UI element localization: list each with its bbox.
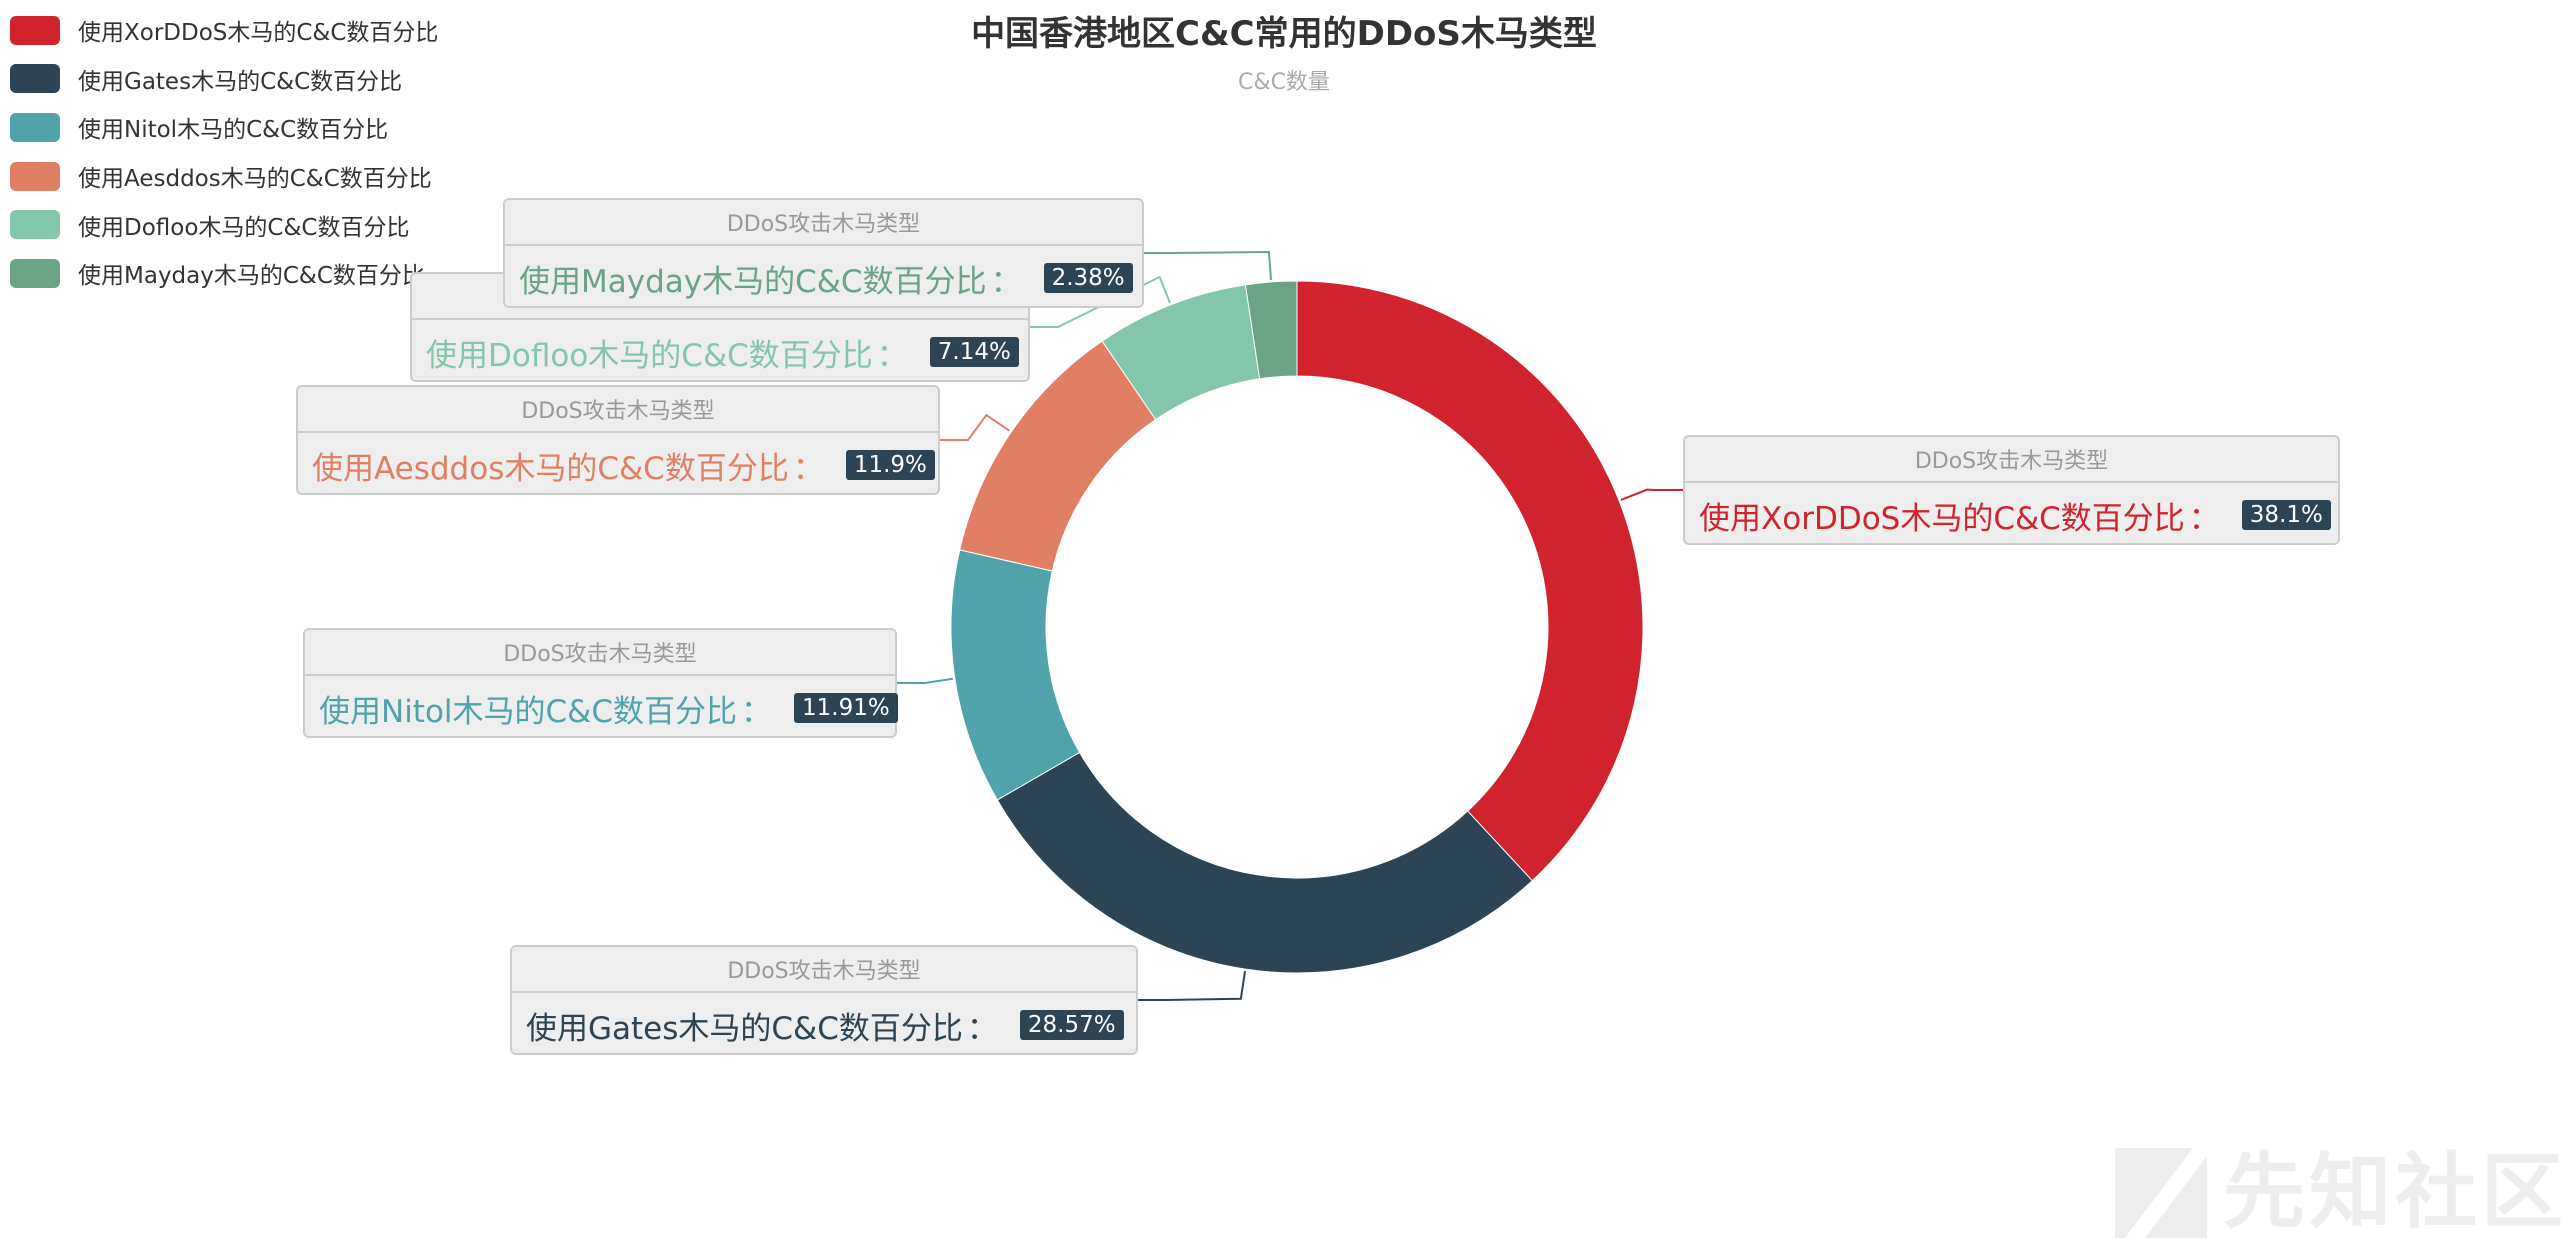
- callout-colon: ：: [876, 337, 908, 374]
- slice-mayday[interactable]: [1244, 280, 1298, 380]
- callout-colon: ：: [966, 1010, 998, 1047]
- callout-nitol: DDoS攻击木马类型 使用Nitol木马的C&C数百分比 ： 11.91%: [303, 628, 898, 738]
- slice-gates[interactable]: [996, 751, 1533, 974]
- callout-series-name: DDoS攻击木马类型: [505, 200, 1142, 246]
- callout-series-name: DDoS攻击木马类型: [305, 630, 895, 676]
- chart-title: 中国香港地区C&C常用的DDoS木马类型: [971, 14, 1597, 54]
- callout-slice-name: 使用Gates木马的C&C数百分比: [526, 1010, 963, 1047]
- leader-line-xorddos: [1620, 488, 1683, 501]
- legend-swatch: [10, 210, 60, 240]
- leader-line-mayday: [1144, 251, 1273, 281]
- leader-line-gates: [1138, 970, 1247, 1001]
- callout-colon: ：: [990, 263, 1022, 300]
- legend: 使用XorDDoS木马的C&C数百分比 使用Gates木马的C&C数百分比 使用…: [10, 6, 438, 298]
- callout-gates: DDoS攻击木马类型 使用Gates木马的C&C数百分比 ： 28.57%: [510, 945, 1138, 1055]
- callout-percent-badge: 11.91%: [794, 693, 898, 723]
- callout-percent-badge: 28.57%: [1019, 1010, 1124, 1040]
- slice-xorddos[interactable]: [1296, 280, 1644, 882]
- watermark-logo-icon: [2115, 1147, 2207, 1238]
- callout-percent-badge: 7.14%: [929, 337, 1019, 367]
- callout-colon: ：: [741, 693, 772, 730]
- legend-item-dofloo[interactable]: 使用Dofloo木马的C&C数百分比: [10, 200, 438, 249]
- legend-item-gates[interactable]: 使用Gates木马的C&C数百分比: [10, 55, 438, 104]
- legend-swatch: [10, 161, 60, 191]
- callout-percent-badge: 38.1%: [2241, 500, 2331, 530]
- legend-swatch: [10, 64, 60, 94]
- legend-label: 使用XorDDoS木马的C&C数百分比: [78, 20, 439, 47]
- legend-label: 使用Mayday木马的C&C数百分比: [78, 263, 425, 290]
- leader-line-aesddos: [940, 413, 1011, 441]
- callout-xorddos: DDoS攻击木马类型 使用XorDDoS木马的C&C数百分比 ： 38.1%: [1683, 435, 2340, 545]
- leader-line-nitol: [897, 677, 954, 684]
- legend-swatch: [10, 15, 60, 45]
- legend-label: 使用Nitol木马的C&C数百分比: [78, 117, 389, 144]
- legend-item-nitol[interactable]: 使用Nitol木马的C&C数百分比: [10, 103, 438, 152]
- callout-slice-name: 使用Dofloo木马的C&C数百分比: [426, 337, 873, 374]
- callout-series-name: DDoS攻击木马类型: [298, 387, 938, 433]
- legend-label: 使用Gates木马的C&C数百分比: [78, 68, 403, 95]
- callout-aesddos: DDoS攻击木马类型 使用Aesddos木马的C&C数百分比 ： 11.9%: [296, 385, 940, 495]
- callout-series-name: DDoS攻击木马类型: [1685, 437, 2338, 483]
- watermark-text: 先知社区: [2223, 1145, 2568, 1240]
- callout-slice-name: 使用XorDDoS木马的C&C数百分比: [1699, 500, 2185, 537]
- legend-label: 使用Aesddos木马的C&C数百分比: [78, 166, 432, 193]
- slice-nitol[interactable]: [950, 549, 1081, 801]
- callout-colon: ：: [2188, 500, 2220, 537]
- chart-subtitle: C&C数量: [1238, 70, 1330, 95]
- watermark: 先知社区: [2115, 1125, 2567, 1244]
- callout-mayday: DDoS攻击木马类型 使用Mayday木马的C&C数百分比 ： 2.38%: [503, 198, 1144, 308]
- callout-series-name: DDoS攻击木马类型: [512, 947, 1136, 993]
- callout-slice-name: 使用Nitol木马的C&C数百分比: [319, 693, 737, 730]
- legend-item-mayday[interactable]: 使用Mayday木马的C&C数百分比: [10, 249, 438, 298]
- callout-percent-badge: 2.38%: [1043, 263, 1133, 293]
- callout-percent-badge: 11.9%: [845, 450, 935, 480]
- legend-item-aesddos[interactable]: 使用Aesddos木马的C&C数百分比: [10, 152, 438, 201]
- legend-item-xorddos[interactable]: 使用XorDDoS木马的C&C数百分比: [10, 6, 438, 55]
- callout-slice-name: 使用Mayday木马的C&C数百分比: [519, 263, 987, 300]
- legend-swatch: [10, 112, 60, 142]
- callout-colon: ：: [792, 450, 824, 487]
- legend-label: 使用Dofloo木马的C&C数百分比: [78, 214, 410, 241]
- legend-swatch: [10, 258, 60, 288]
- callout-slice-name: 使用Aesddos木马的C&C数百分比: [312, 450, 789, 487]
